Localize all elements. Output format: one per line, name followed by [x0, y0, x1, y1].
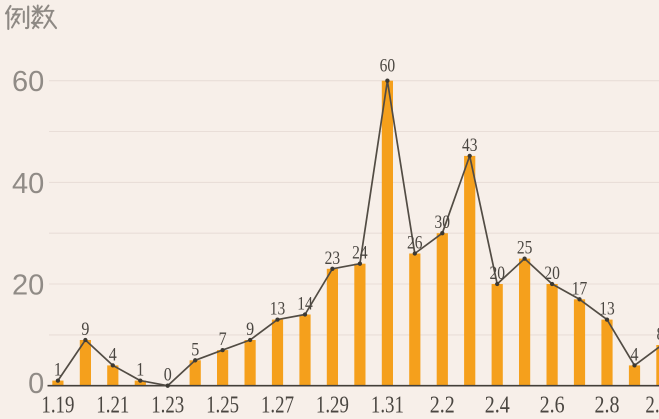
svg-text:0: 0	[28, 368, 44, 400]
svg-text:26: 26	[407, 233, 423, 254]
svg-text:20: 20	[489, 263, 505, 284]
svg-text:43: 43	[462, 135, 478, 156]
svg-text:13: 13	[270, 299, 286, 320]
svg-text:4: 4	[109, 344, 117, 365]
svg-text:20: 20	[544, 263, 560, 284]
svg-text:1.25: 1.25	[206, 393, 239, 419]
svg-text:1.27: 1.27	[261, 393, 294, 419]
svg-text:40: 40	[12, 168, 44, 200]
svg-text:1.29: 1.29	[316, 393, 349, 419]
svg-text:0: 0	[164, 365, 172, 386]
svg-text:4: 4	[631, 344, 639, 365]
svg-text:2.6: 2.6	[540, 393, 565, 419]
svg-text:2.10: 2.10	[645, 393, 659, 419]
svg-text:1.19: 1.19	[41, 393, 74, 419]
svg-text:1: 1	[54, 360, 62, 381]
svg-text:1.21: 1.21	[96, 393, 129, 419]
svg-text:23: 23	[325, 248, 341, 269]
svg-text:20: 20	[12, 270, 44, 302]
svg-text:2.8: 2.8	[595, 393, 620, 419]
svg-text:2.2: 2.2	[430, 393, 455, 419]
svg-text:60: 60	[12, 66, 44, 98]
svg-text:5: 5	[191, 339, 199, 360]
svg-text:8: 8	[657, 324, 659, 345]
svg-text:13: 13	[599, 299, 615, 320]
svg-text:1: 1	[136, 360, 144, 381]
svg-text:7: 7	[219, 329, 227, 350]
svg-text:24: 24	[352, 243, 368, 264]
svg-text:9: 9	[246, 319, 254, 340]
svg-text:1.23: 1.23	[151, 393, 184, 419]
svg-text:60: 60	[380, 56, 396, 77]
svg-text:25: 25	[517, 238, 533, 259]
svg-text:17: 17	[572, 278, 588, 299]
svg-text:30: 30	[435, 212, 451, 233]
svg-text:1.31: 1.31	[371, 393, 404, 419]
svg-text:2.4: 2.4	[485, 393, 510, 419]
svg-text:9: 9	[81, 319, 89, 340]
svg-text:14: 14	[297, 294, 313, 315]
